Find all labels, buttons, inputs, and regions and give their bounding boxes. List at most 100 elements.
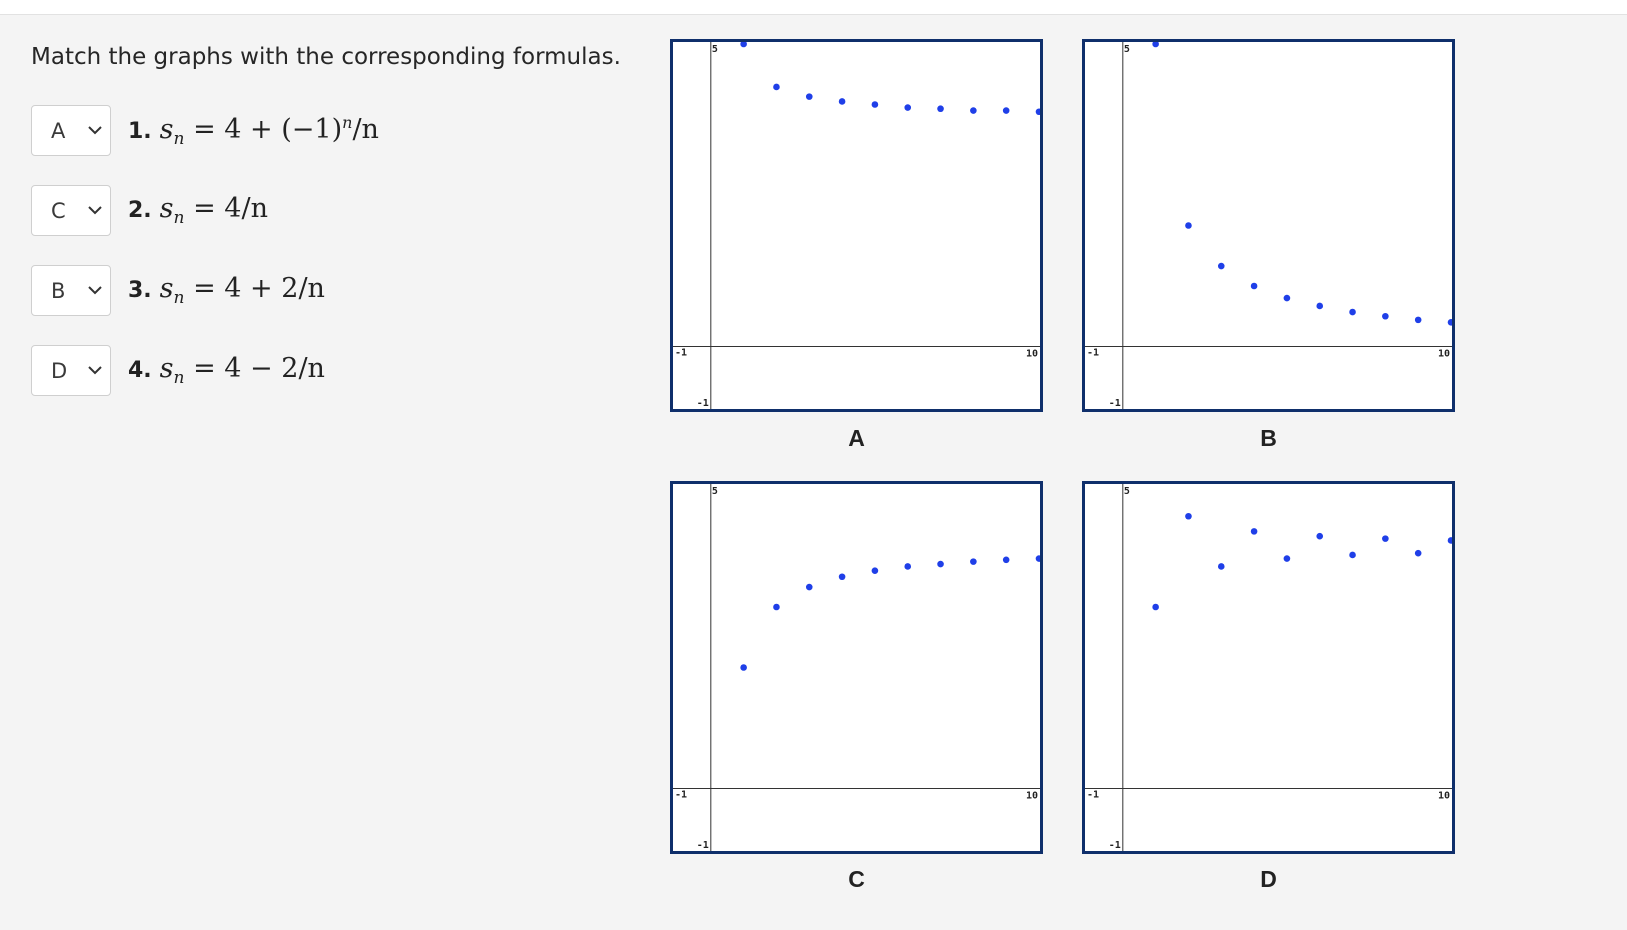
- y-tick-label-top: 5: [712, 486, 718, 497]
- data-point: [1185, 222, 1192, 229]
- chevron-down-icon: [88, 286, 102, 295]
- data-point: [871, 567, 879, 574]
- formula-subscript: n: [173, 288, 185, 308]
- formula-symbol: s: [159, 193, 174, 224]
- x-tick-label-right: 10: [1026, 791, 1038, 802]
- y-tick-label-bottom: -1: [1109, 398, 1121, 409]
- y-tick-label-top: 5: [1124, 486, 1130, 497]
- selected-value: A: [51, 119, 66, 143]
- data-point: [1283, 294, 1291, 302]
- data-point: [1414, 316, 1422, 324]
- selected-value: D: [51, 359, 68, 383]
- graph-label: D: [1260, 866, 1277, 892]
- data-point: [1217, 563, 1225, 570]
- formula-superscript: n: [342, 113, 353, 132]
- answer-select[interactable]: D: [31, 345, 111, 396]
- formula-subscript: n: [173, 129, 185, 149]
- data-point: [1447, 537, 1452, 544]
- y-tick-label-bottom: -1: [697, 840, 709, 851]
- data-point: [1250, 528, 1258, 535]
- x-tick-label-right: 10: [1438, 349, 1450, 360]
- data-point: [937, 105, 944, 113]
- data-point: [1447, 319, 1452, 326]
- data-point: [1152, 42, 1159, 48]
- data-point: [740, 664, 747, 671]
- formula-equals: =: [193, 273, 216, 304]
- graph-a: 5 -1 -1 10: [670, 39, 1043, 412]
- x-tick-label-left: -1: [675, 348, 687, 359]
- formula: 2. sn = 4/n: [128, 193, 268, 228]
- data-point: [1035, 108, 1040, 116]
- data-point: [1382, 535, 1389, 542]
- y-tick-label-top: 5: [712, 44, 718, 55]
- x-tick-label-left: -1: [1087, 790, 1099, 801]
- formula-subscript: n: [173, 368, 185, 388]
- answer-select[interactable]: C: [31, 185, 111, 236]
- data-point: [1002, 107, 1010, 114]
- y-tick-label-bottom: -1: [697, 398, 709, 409]
- data-point: [970, 558, 977, 565]
- graph-label: C: [848, 866, 865, 892]
- chevron-down-icon: [88, 206, 102, 215]
- selected-value: B: [51, 279, 66, 303]
- formula-rhs: 4 − 2/n: [224, 353, 325, 384]
- data-point: [1316, 302, 1324, 310]
- data-point: [1316, 532, 1324, 540]
- formula: 1. sn = 4 + (−1)n/n: [128, 113, 379, 149]
- formula-equals: =: [193, 193, 216, 224]
- data-point: [805, 93, 813, 100]
- formula-number: 1.: [128, 119, 152, 144]
- x-tick-label-right: 10: [1438, 791, 1450, 802]
- formula-equals: =: [193, 114, 216, 145]
- data-point: [904, 563, 912, 570]
- scatter-plot: 5 -1 -1 10: [673, 484, 1040, 851]
- formula-rhs: 4 + (−1): [224, 114, 343, 145]
- data-point: [1349, 551, 1356, 559]
- data-point: [1185, 512, 1192, 520]
- data-point: [937, 560, 944, 568]
- formula-rhs: 4 + 2/n: [224, 273, 325, 304]
- answer-select[interactable]: B: [31, 265, 111, 316]
- chevron-down-icon: [88, 126, 102, 135]
- data-point: [1349, 308, 1356, 316]
- formula-tail: /n: [352, 114, 379, 145]
- formula-equals: =: [193, 353, 216, 384]
- formula: 4. sn = 4 − 2/n: [128, 353, 325, 388]
- data-point: [740, 42, 747, 48]
- question-text: Match the graphs with the corresponding …: [31, 44, 621, 70]
- data-point: [1414, 549, 1422, 557]
- formula-symbol: s: [159, 114, 174, 145]
- scatter-plot: 5 -1 -1 10: [1085, 42, 1452, 409]
- data-point: [1382, 312, 1389, 320]
- formula-number: 3.: [128, 278, 152, 303]
- data-point: [838, 573, 846, 581]
- x-tick-label-left: -1: [675, 790, 687, 801]
- data-point: [904, 104, 912, 111]
- graph-label: B: [1260, 425, 1277, 451]
- graph-b: 5 -1 -1 10: [1082, 39, 1455, 412]
- formula-number: 2.: [128, 198, 152, 223]
- graph-label: A: [848, 425, 865, 451]
- graph-d: 5 -1 -1 10: [1082, 481, 1455, 854]
- formula-symbol: s: [159, 273, 174, 304]
- data-point: [773, 83, 780, 91]
- data-point: [1152, 603, 1159, 611]
- top-bar: [0, 0, 1627, 15]
- formula-rhs: 4/n: [224, 193, 268, 224]
- data-point: [1217, 262, 1225, 270]
- formula: 3. sn = 4 + 2/n: [128, 273, 325, 308]
- data-point: [1002, 556, 1010, 564]
- formula-number: 4.: [128, 358, 152, 383]
- data-point: [871, 101, 879, 108]
- data-point: [773, 603, 780, 611]
- data-point: [1250, 282, 1258, 290]
- formula-symbol: s: [159, 353, 174, 384]
- y-tick-label-bottom: -1: [1109, 840, 1121, 851]
- scatter-plot: 5 -1 -1 10: [673, 42, 1040, 409]
- graph-c: 5 -1 -1 10: [670, 481, 1043, 854]
- data-point: [1035, 555, 1040, 562]
- x-tick-label-right: 10: [1026, 349, 1038, 360]
- chevron-down-icon: [88, 366, 102, 375]
- x-tick-label-left: -1: [1087, 348, 1099, 359]
- answer-select[interactable]: A: [31, 105, 111, 156]
